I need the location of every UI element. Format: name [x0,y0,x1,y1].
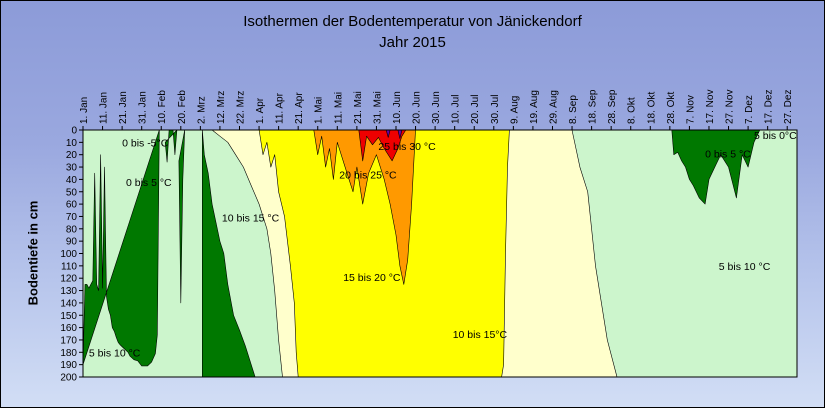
y-tick-label: 160 [60,323,77,334]
x-tick-label: 30. Jul [490,95,501,124]
isotherm-band-7 [358,129,407,162]
x-tick-label: 29. Aug [549,90,560,124]
y-tick-label: 20 [66,150,78,161]
y-tick-label: 200 [60,373,77,384]
x-tick-label: 10. Jul [451,95,462,124]
isotherm-band-0 [82,129,160,367]
x-tick-label: 20. Jun [412,91,423,124]
x-tick-label: 17. Dez [764,90,775,124]
zone-annotation: 20 bis 25 °C [339,170,397,182]
isotherm-band-5 [258,129,510,378]
zone-annotation: 0 bis -5°C [122,137,169,149]
x-tick-label: 8. Okt [627,97,638,124]
x-tick-label: 27. Nov [725,90,736,124]
isotherm-band-2 [178,129,185,304]
chart-title-block: Isothermen der Bodentemperatur von Jänic… [1,11,824,53]
x-tick-label: 7. Nov [685,95,696,124]
x-tick-label: 21. Apr [294,92,305,124]
zone-annotation: 5 bis 0°C [754,130,797,142]
y-tick-label: 90 [66,237,78,248]
x-tick-label: 9. Aug [509,96,520,124]
x-tick-label: 28. Okt [666,92,677,124]
x-tick-label: 10. Jun [392,91,403,124]
zone-annotation: 0 bis 5 °C [126,177,172,189]
zone-annotation: 5 bis 10 °C [89,347,141,359]
x-tick-label: 17. Nov [705,90,716,124]
x-tick-label: 11. Mai [333,92,344,124]
x-tick-label: 21. Mai [353,91,364,124]
y-tick-label: 180 [60,348,77,359]
y-tick-label: 60 [66,200,78,211]
x-tick-label: 28. Sep [607,89,618,124]
y-tick-label: 80 [66,224,78,235]
x-tick-label: 20. Feb [177,90,188,124]
y-tick-label: 110 [61,261,77,272]
x-tick-label: 12. Mrz [216,91,227,124]
x-tick-label: 21. Jan [118,91,129,124]
y-tick-label: 70 [66,212,78,223]
x-tick-label: 19. Aug [529,90,540,124]
x-tick-label: 8. Sep [568,95,579,124]
y-tick-label: 10 [66,138,78,149]
y-tick-label: 100 [60,249,77,260]
x-tick-label: 27. Dez [783,90,794,124]
x-tick-label: 10. Feb [157,90,168,124]
y-tick-label: 190 [60,360,77,371]
zone-annotation: 15 bis 20 °C [343,272,401,284]
x-tick-label: 1. Jan [79,97,90,124]
x-tick-label: 1. Apr [255,97,266,124]
x-tick-label: 2. Mrz [196,96,207,124]
y-tick-label: 120 [60,274,77,285]
y-tick-label: 130 [60,286,77,297]
x-tick-label: 22. Mrz [236,91,247,124]
x-tick-label: 31. Jan [138,91,149,124]
x-tick-label: 30. Jun [431,91,442,124]
chart-title: Isothermen der Bodentemperatur von Jänic… [243,13,582,30]
y-tick-label: 170 [60,335,77,346]
isotherm-band-9 [671,129,761,205]
zone-annotation: 25 bis 30 °C [378,141,436,153]
x-tick-label: 18. Sep [588,89,599,124]
isotherm-band-3 [202,129,256,378]
y-tick-label: 150 [60,311,77,322]
chart-subtitle: Jahr 2015 [379,34,446,51]
x-tick-label: 7. Dez [744,95,755,124]
y-tick-label: 40 [66,175,78,186]
zone-annotation: 10 bis 15 °C [222,213,280,225]
x-tick-label: 31. Mai [372,91,383,124]
y-tick-label: 0 [71,126,77,137]
zone-annotation: 10 bis 15°C [453,329,508,341]
y-tick-label: 30 [66,163,78,174]
x-tick-label: 11. Apr [275,92,286,124]
x-tick-label: 20. Jul [470,95,481,124]
x-tick-label: 18. Okt [646,92,657,124]
x-tick-label: 1. Mai [314,97,325,124]
zone-annotation: 5 bis 10 °C [719,261,771,273]
zone-annotation: 0 bis 5 °C [705,149,751,161]
y-tick-label: 140 [60,298,77,309]
isotherm-band-6 [313,129,416,285]
x-tick-label: 11. Jan [99,92,110,124]
y-tick-label: 50 [66,187,78,198]
